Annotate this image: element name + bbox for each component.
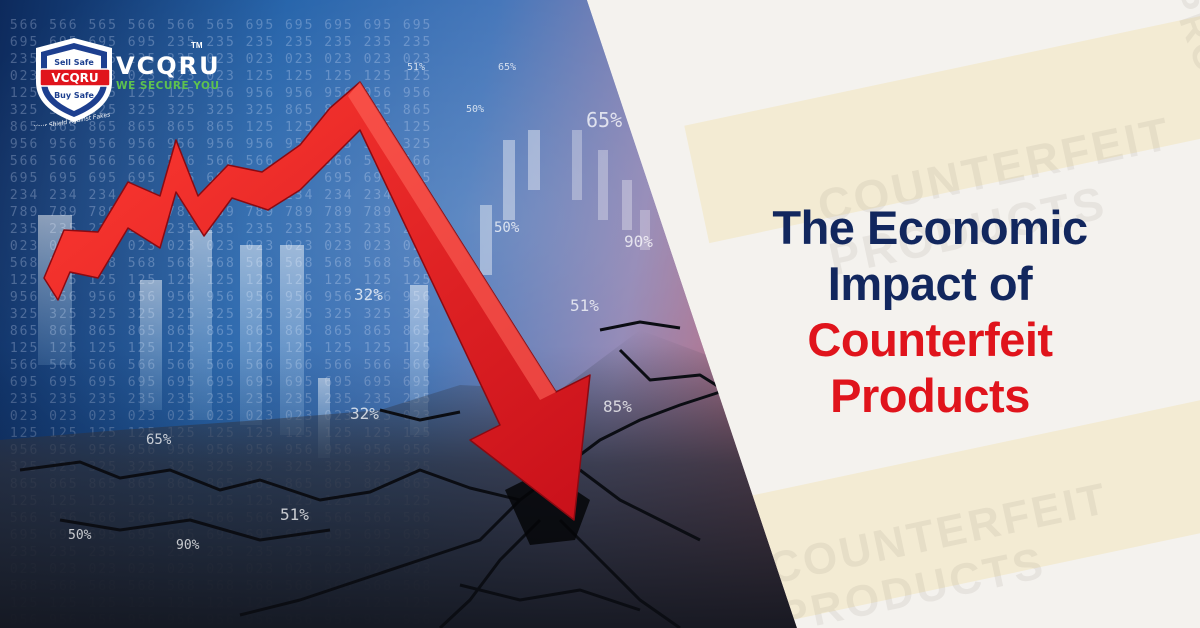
vcqru-logo[interactable]: Sell Safe VCQRU Buy Safe Your Shield Aga… bbox=[26, 36, 236, 126]
pct-label: 85% bbox=[603, 397, 632, 416]
pct-label: 32% bbox=[350, 404, 379, 423]
pct-label: 51% bbox=[407, 62, 426, 73]
pct-label: 50% bbox=[68, 528, 92, 543]
badge-center-text: VCQRU bbox=[51, 71, 98, 85]
pct-label: 51% bbox=[280, 505, 309, 524]
badge-top-text: Sell Safe bbox=[54, 58, 94, 67]
down-trend-arrow-icon bbox=[43, 81, 591, 521]
brand-name: VCQRU bbox=[116, 52, 221, 80]
pct-label: 90% bbox=[176, 538, 200, 553]
shield-logo-icon: Sell Safe VCQRU Buy Safe Your Shield Aga… bbox=[34, 38, 112, 126]
pct-label: 65% bbox=[586, 108, 623, 132]
pct-label: 65% bbox=[146, 432, 172, 448]
background-bars bbox=[38, 130, 650, 458]
pct-label: 51% bbox=[570, 296, 599, 315]
badge-bottom-text: Buy Safe bbox=[54, 91, 94, 100]
headline-line-3: Counterfeit bbox=[807, 313, 1053, 366]
trademark: TM bbox=[191, 41, 203, 50]
headline: The Economic Impact of Counterfeit Produ… bbox=[690, 200, 1170, 424]
pct-label: 32% bbox=[354, 285, 383, 304]
pct-label: 90% bbox=[624, 232, 653, 251]
brand-tagline: WE SECURE YOU bbox=[116, 80, 220, 92]
headline-line-4: Products bbox=[830, 369, 1030, 422]
chart-graphic bbox=[0, 81, 797, 628]
pct-label: 50% bbox=[466, 104, 485, 115]
pct-label: 50% bbox=[494, 220, 520, 236]
pct-label: 65% bbox=[498, 62, 517, 73]
cracked-ground bbox=[0, 320, 797, 628]
headline-line-2: Impact of bbox=[827, 257, 1033, 310]
headline-line-1: The Economic bbox=[772, 201, 1088, 254]
